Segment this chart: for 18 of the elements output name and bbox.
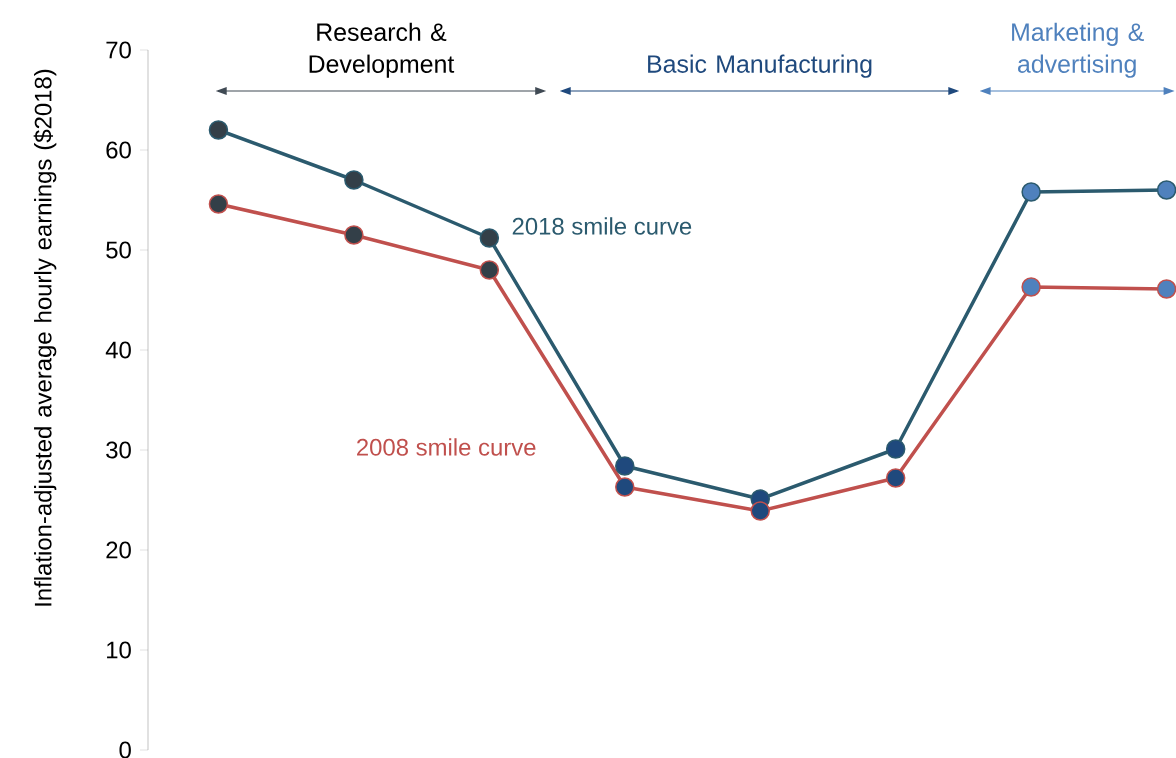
y-tick-label: 20: [106, 541, 131, 559]
y-tick-label: 10: [107, 641, 131, 659]
point: [1021, 277, 1041, 297]
y-tick-label: 60: [106, 141, 131, 159]
y-tick-label: 50: [106, 241, 131, 259]
point: [1156, 180, 1176, 200]
annotation: Marketing & advertising: [1012, 22, 1144, 78]
point: [1156, 279, 1176, 299]
y-tick-label: 30: [106, 441, 131, 459]
y-tick-label: 40: [105, 341, 131, 359]
y-tick-label: 0: [119, 741, 131, 758]
text: 2008 smile curve: [357, 438, 536, 456]
annotation: Basic Manufacturing: [648, 54, 872, 78]
y-axis-title: Inflation-adjusted average hourly earnings ($2018): [33, 69, 57, 606]
series-label: 2018 smile curve: [512, 217, 692, 235]
annotation: Research & Development: [309, 22, 455, 78]
point: [1021, 182, 1041, 202]
y-tick-label: 70: [106, 41, 131, 59]
